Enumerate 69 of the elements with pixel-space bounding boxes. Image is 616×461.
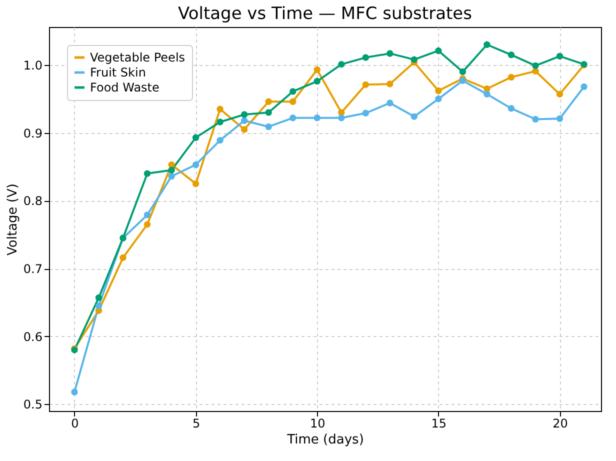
point (435, 47, 442, 54)
point (95, 302, 102, 310)
point (532, 62, 539, 70)
point (386, 50, 394, 57)
x-axis-title: Time (days) (286, 432, 364, 448)
point (216, 118, 224, 126)
point (216, 106, 224, 112)
y-axis-title: Voltage (V) (5, 184, 20, 256)
point (362, 54, 369, 61)
point (435, 87, 442, 94)
point (314, 114, 320, 122)
x-tick-label: 5 (192, 416, 200, 430)
point (192, 134, 200, 141)
point (192, 161, 200, 168)
x-tick-label: 0 (71, 416, 79, 430)
y-tick-label: 1.0 (23, 58, 42, 72)
point (508, 105, 515, 112)
point (192, 180, 200, 188)
legend-label: Vegetable Peels (90, 50, 186, 64)
point (240, 117, 248, 124)
y-tick-label: 0.6 (23, 330, 42, 344)
legend-label: Food Waste (90, 80, 160, 94)
point (95, 294, 102, 302)
x-tick-label: 20 (552, 416, 568, 430)
point (410, 113, 418, 120)
point (314, 66, 320, 74)
point (265, 109, 272, 116)
y-tick-label: 0.5 (23, 398, 42, 412)
y-tick-label: 0.9 (23, 126, 42, 140)
x-tick-label: 15 (431, 416, 447, 430)
point (338, 60, 345, 68)
point (168, 172, 175, 180)
point (120, 254, 126, 262)
point (556, 90, 564, 98)
point (265, 98, 272, 105)
point (314, 78, 320, 85)
x-tick-label: 10 (310, 416, 326, 430)
point (338, 114, 345, 122)
point (265, 123, 272, 130)
point (556, 52, 564, 60)
y-tick-label: 0.8 (23, 194, 42, 208)
y-tick-label: 0.7 (23, 262, 42, 276)
chart-title: Voltage vs Time — MFC substrates (178, 4, 472, 24)
point (410, 56, 418, 63)
point (289, 114, 296, 122)
point (484, 90, 490, 98)
point (144, 170, 151, 177)
point (144, 212, 151, 218)
point (484, 41, 490, 48)
point (240, 111, 248, 118)
point (386, 100, 394, 106)
point (459, 68, 466, 76)
point (144, 221, 151, 228)
point (580, 83, 588, 90)
point (216, 136, 224, 144)
point (435, 96, 442, 102)
point (508, 51, 515, 58)
point (556, 115, 564, 122)
point (386, 80, 394, 88)
point (289, 98, 296, 105)
point (362, 81, 369, 88)
point (289, 88, 296, 95)
point (240, 126, 248, 133)
point (168, 166, 175, 174)
point (508, 74, 515, 81)
point (71, 388, 78, 396)
point (532, 116, 539, 123)
legend-label: Fruit Skin (90, 66, 146, 80)
point (362, 110, 369, 117)
